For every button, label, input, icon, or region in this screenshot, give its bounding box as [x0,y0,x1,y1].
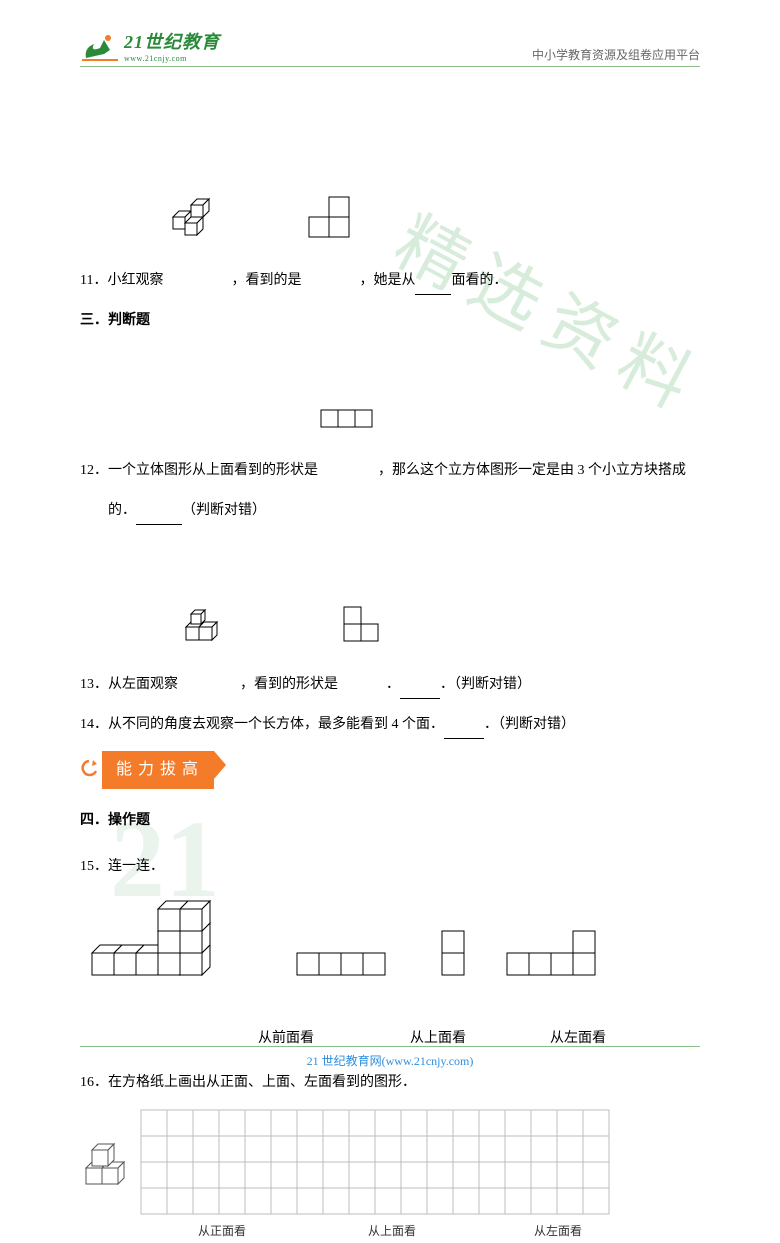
q15-label-1: 从上面看 [410,1025,466,1053]
q16-gl-2: 从左面看 [534,1219,582,1243]
q11-t3: ，她是从 [359,267,415,295]
q14-blank [444,725,484,739]
q13-t3: ． [386,671,400,699]
q16-num: 16． [80,1069,108,1097]
q11-t1: 小红观察 [107,267,163,295]
q15-labels: 从前面看 从上面看 从左面看 [80,1025,700,1053]
q15-label-2: 从左面看 [550,1025,606,1053]
q12-t4: （判断对错） [182,497,266,525]
q13-t1: 从左面观察 [108,671,178,699]
q16-fig-3d [80,1136,134,1188]
q16-gl-1: 从上面看 [368,1219,416,1243]
q12-t1: 一个立体图形从上面看到的形状是 [108,457,318,485]
question-16-head: 16． 在方格纸上画出从正面、上面、左面看到的图形． [80,1069,700,1097]
q12-fig [320,353,376,485]
q11-fig1 [167,125,227,295]
q12-blank [136,511,182,525]
q13-t2: ，看到的形状是 [240,671,338,699]
q14-t2: ．（判断对错） [484,711,575,739]
header-right-text: 中小学教育资源及组卷应用平台 [532,46,700,63]
q12-t2: ，那么这个立方体图形一定是由 3 个小立方块搭成 [378,457,686,485]
q14-num: 14． [80,711,108,739]
logo-subtitle: www.21cnjy.com [124,54,220,63]
question-11: 11． 小红观察 [80,125,700,295]
header-rule [80,66,700,67]
q16-grid-labels: 从正面看 从上面看 从左面看 [80,1219,700,1243]
q13-num: 13． [80,671,108,699]
q15-t1: 连一连． [108,853,164,881]
logo-block: 21世纪教育 www.21cnjy.com [80,28,220,63]
q11-fig2 [305,137,355,295]
question-13: 13． 从左面观察 ，看到的形状是 [80,543,700,699]
q16-grid [140,1109,610,1215]
q13-fig1 [182,543,236,699]
q13-t4: ．（判断对错） [440,671,531,699]
q15-label-0: 从前面看 [258,1025,314,1053]
section-3-title: 三．判断题 [80,307,700,335]
q15-fig-1x4 [296,951,392,977]
q15-fig-3d [86,899,236,977]
q16-gl-0: 从正面看 [198,1219,246,1243]
question-15-head: 15． 连一连． [80,853,700,881]
q15-figures-row [80,899,700,977]
banner-label: 能力拔高 [102,751,214,789]
q14-t1: 从不同的角度去观察一个长方体，最多能看到 4 个面． [108,711,444,739]
q12-t3: 的． [108,497,136,525]
q13-blank [400,685,440,699]
logo-title: 21世纪教育 [124,28,220,54]
q11-num: 11． [80,267,107,295]
banner-arrow-icon [80,759,98,781]
logo-icon [80,30,120,62]
q16-t1: 在方格纸上画出从正面、上面、左面看到的图形． [108,1069,416,1097]
q15-fig-2x1 [440,929,466,977]
question-14: 14． 从不同的角度去观察一个长方体，最多能看到 4 个面． ．（判断对错） [80,711,700,739]
q11-blank [415,281,451,295]
q11-t2: ，看到的是 [231,267,301,295]
q12-num: 12． [80,457,108,485]
q16-grid-block [80,1109,700,1215]
q15-fig-L [506,929,602,977]
ability-banner: 能力拔高 [80,751,700,789]
question-12: 12． 一个立体图形从上面看到的形状是 ，那么这个立方体图形一定是由 3 个小立… [80,353,700,525]
q15-num: 15． [80,853,108,881]
q11-t4: 面看的． [451,267,507,295]
q13-fig2 [342,549,382,699]
section-4-title: 四．操作题 [80,807,700,835]
